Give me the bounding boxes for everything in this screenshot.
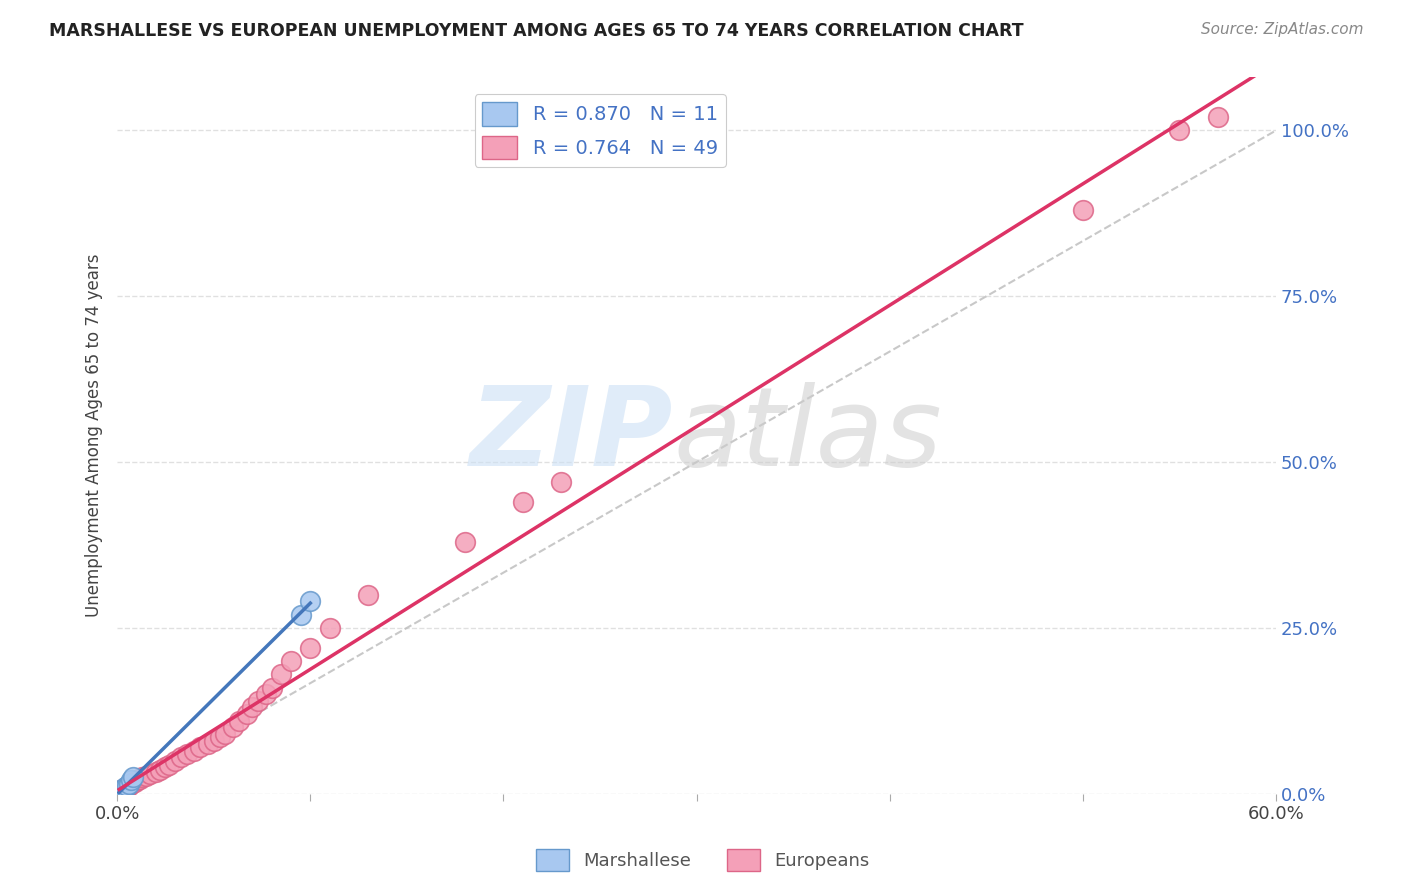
Point: [135, 769, 157, 783]
Point: [202, 733, 225, 747]
Point: [108, 786, 131, 800]
Point: [108, 785, 131, 799]
Point: [1168, 123, 1191, 137]
Point: [131, 770, 153, 784]
Point: [235, 707, 257, 722]
Point: [254, 687, 277, 701]
Point: [110, 785, 132, 799]
Point: [118, 779, 141, 793]
Legend: Marshallese, Europeans: Marshallese, Europeans: [529, 842, 877, 879]
Point: [357, 588, 380, 602]
Point: [170, 750, 193, 764]
Text: atlas: atlas: [673, 382, 942, 489]
Point: [165, 754, 187, 768]
Point: [1206, 110, 1229, 124]
Point: [318, 621, 340, 635]
Text: Source: ZipAtlas.com: Source: ZipAtlas.com: [1201, 22, 1364, 37]
Point: [155, 760, 177, 774]
Point: [222, 720, 245, 734]
Point: [108, 785, 131, 799]
Point: [247, 694, 270, 708]
Point: [115, 779, 138, 793]
Point: [280, 654, 302, 668]
Point: [111, 782, 134, 797]
Point: [145, 764, 167, 779]
Point: [114, 781, 136, 796]
Point: [197, 737, 219, 751]
Point: [260, 681, 283, 695]
Point: [129, 772, 152, 786]
Legend: R = 0.870   N = 11, R = 0.764   N = 49: R = 0.870 N = 11, R = 0.764 N = 49: [475, 95, 725, 167]
Point: [120, 777, 142, 791]
Text: MARSHALLESE VS EUROPEAN UNEMPLOYMENT AMONG AGES 65 TO 74 YEARS CORRELATION CHART: MARSHALLESE VS EUROPEAN UNEMPLOYMENT AMO…: [49, 22, 1024, 40]
Point: [124, 774, 146, 789]
Point: [299, 594, 322, 608]
Point: [157, 758, 180, 772]
Point: [110, 783, 132, 797]
Y-axis label: Unemployment Among Ages 65 to 74 years: Unemployment Among Ages 65 to 74 years: [86, 254, 103, 617]
Point: [120, 773, 142, 788]
Point: [108, 786, 131, 800]
Point: [299, 640, 322, 655]
Point: [149, 763, 172, 777]
Point: [110, 783, 132, 797]
Point: [125, 773, 148, 788]
Point: [242, 700, 264, 714]
Point: [121, 775, 143, 789]
Point: [1071, 203, 1094, 218]
Point: [108, 785, 131, 799]
Point: [111, 782, 134, 797]
Point: [188, 740, 211, 755]
Point: [228, 714, 250, 728]
Point: [114, 780, 136, 794]
Point: [111, 783, 134, 797]
Point: [139, 766, 162, 780]
Point: [214, 727, 236, 741]
Point: [183, 743, 205, 757]
Point: [176, 747, 198, 761]
Point: [290, 607, 312, 622]
Point: [270, 667, 292, 681]
Point: [208, 731, 231, 745]
Point: [121, 770, 143, 784]
Point: [550, 475, 572, 489]
Point: [115, 780, 138, 794]
Point: [454, 534, 477, 549]
Point: [512, 495, 534, 509]
Point: [118, 777, 141, 791]
Text: ZIP: ZIP: [470, 382, 673, 489]
